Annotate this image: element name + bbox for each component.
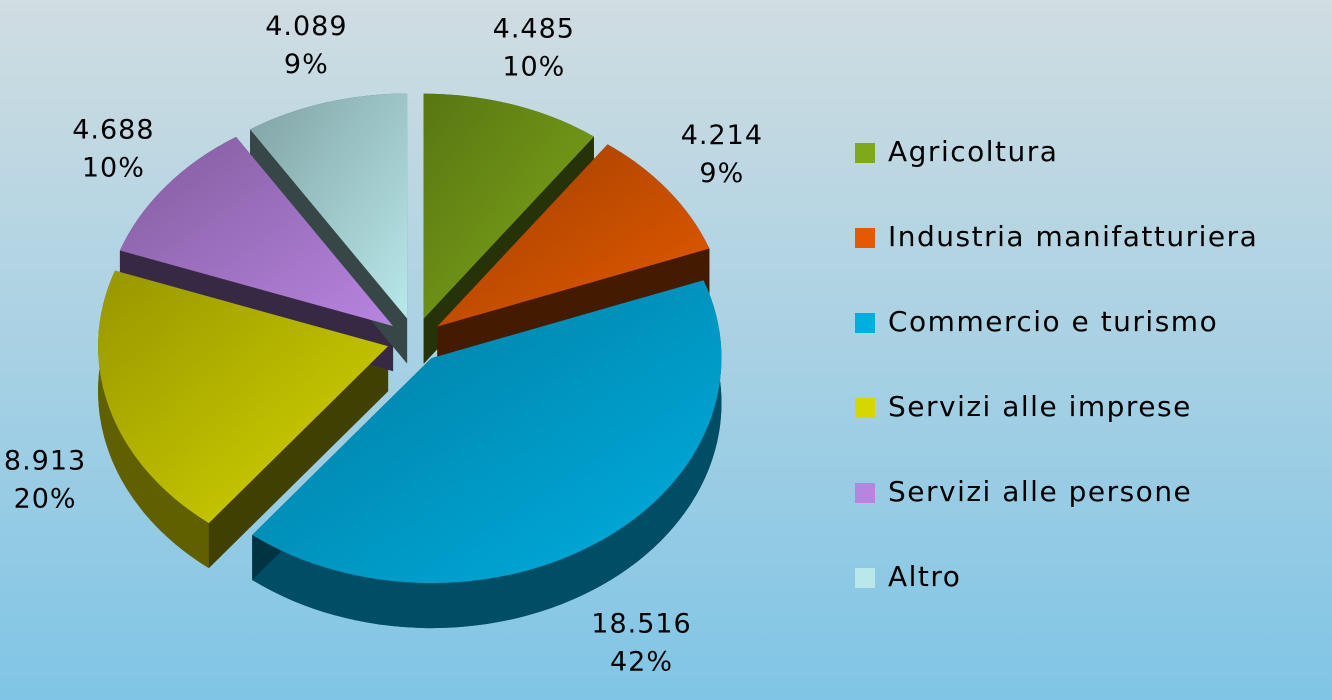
slice	[423, 93, 594, 319]
slice	[119, 136, 394, 327]
percentage-label: 9%	[699, 158, 744, 189]
slice	[437, 144, 710, 327]
percentage-label: 10%	[82, 153, 145, 184]
legend-swatch	[855, 398, 875, 418]
legend-label: Servizi alle imprese	[888, 390, 1192, 423]
slice	[250, 93, 408, 319]
legend-label: Commercio e turismo	[888, 305, 1218, 338]
legend-label: Industria manifatturiera	[888, 220, 1258, 253]
value-label: 4.485	[493, 13, 575, 44]
legend-swatch	[855, 143, 875, 163]
slice-rim	[252, 280, 722, 629]
value-label: 4.089	[265, 11, 347, 42]
legend-label: Agricoltura	[888, 135, 1058, 168]
value-label: 8.913	[4, 446, 86, 477]
percentage-label: 20%	[14, 484, 77, 515]
value-label: 4.214	[681, 120, 763, 151]
legend-swatch	[855, 568, 875, 588]
value-label: 4.688	[72, 115, 154, 146]
legend-swatch	[855, 313, 875, 333]
percentage-label: 9%	[284, 49, 329, 80]
slice	[252, 280, 722, 584]
legend-label: Servizi alle persone	[888, 475, 1192, 508]
legend-label: Altro	[888, 560, 961, 593]
slice	[98, 270, 389, 524]
percentage-label: 42%	[610, 647, 673, 678]
legend-swatch	[855, 228, 875, 248]
legend-swatch	[855, 483, 875, 503]
slice-face	[208, 346, 389, 569]
percentage-label: 10%	[502, 51, 565, 82]
value-label: 18.516	[591, 609, 691, 640]
